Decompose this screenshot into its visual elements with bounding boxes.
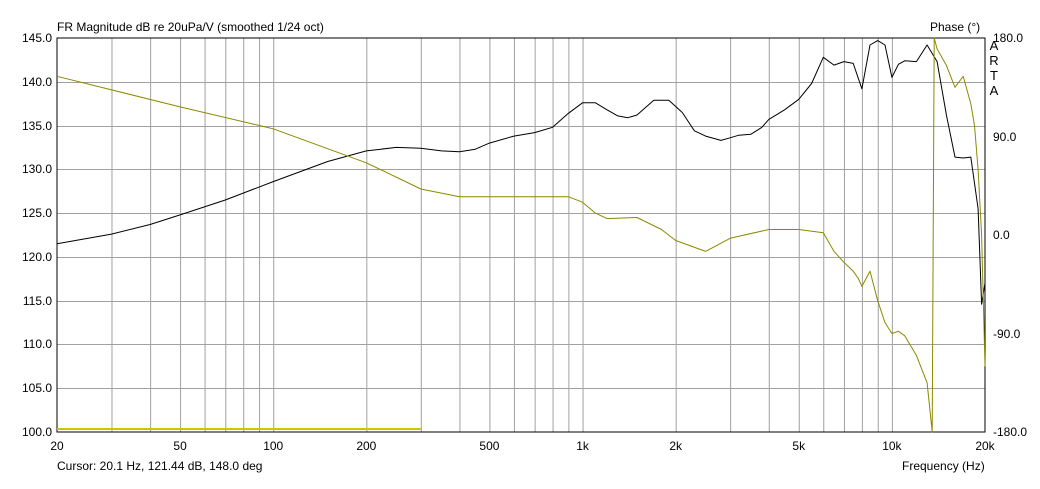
y2-tick-label: 0.0 <box>993 228 1010 242</box>
cursor-readout: Cursor: 20.1 Hz, 121.44 dB, 148.0 deg <box>57 459 263 473</box>
plot-background <box>57 38 985 432</box>
y-tick-label: 140.0 <box>21 74 52 89</box>
x-tick-label: 1k <box>576 439 589 453</box>
x-tick-label: 200 <box>356 439 377 453</box>
y-tick-label: 100.0 <box>21 425 52 439</box>
y-tick-label: 130.0 <box>21 162 52 177</box>
y2-tick-label: 90.0 <box>993 129 1017 144</box>
y-tick-label: 115.0 <box>22 293 52 308</box>
plot-frame <box>56 37 986 433</box>
x-tick-label: 20 <box>50 439 64 453</box>
x-tick-label: 100 <box>263 439 284 453</box>
y2-tick-label: -180.0 <box>993 425 1028 439</box>
y2-tick-label: 180.0 <box>993 31 1024 45</box>
series-layer <box>56 37 986 433</box>
grid-lines <box>57 38 985 432</box>
right-axis-title: Phase (°) <box>930 20 981 34</box>
x-axis-label: Frequency (Hz) <box>902 459 985 473</box>
x-tick-label: 50 <box>173 439 187 453</box>
x-tick-label: 5k <box>792 439 806 453</box>
y2-tick-label: -90.0 <box>993 326 1021 341</box>
x-tick-label: 2k <box>669 439 682 453</box>
y-tick-label: 135.0 <box>21 118 52 133</box>
chart-title: FR Magnitude dB re 20uPa/V (smoothed 1/2… <box>57 20 324 34</box>
y-tick-label: 145.0 <box>21 31 52 45</box>
y-tick-label: 120.0 <box>21 249 52 264</box>
magnitude-curve <box>56 40 986 305</box>
x-tick-label: 20k <box>975 439 995 453</box>
x-tick-label: 500 <box>479 439 500 453</box>
phase-curve <box>56 37 986 433</box>
y-tick-label: 125.0 <box>21 206 52 221</box>
y-tick-label: 110.0 <box>22 337 52 352</box>
y-tick-label: 105.0 <box>21 381 52 396</box>
arta-watermark: A R T A <box>989 38 999 98</box>
x-tick-label: 10k <box>882 439 902 453</box>
